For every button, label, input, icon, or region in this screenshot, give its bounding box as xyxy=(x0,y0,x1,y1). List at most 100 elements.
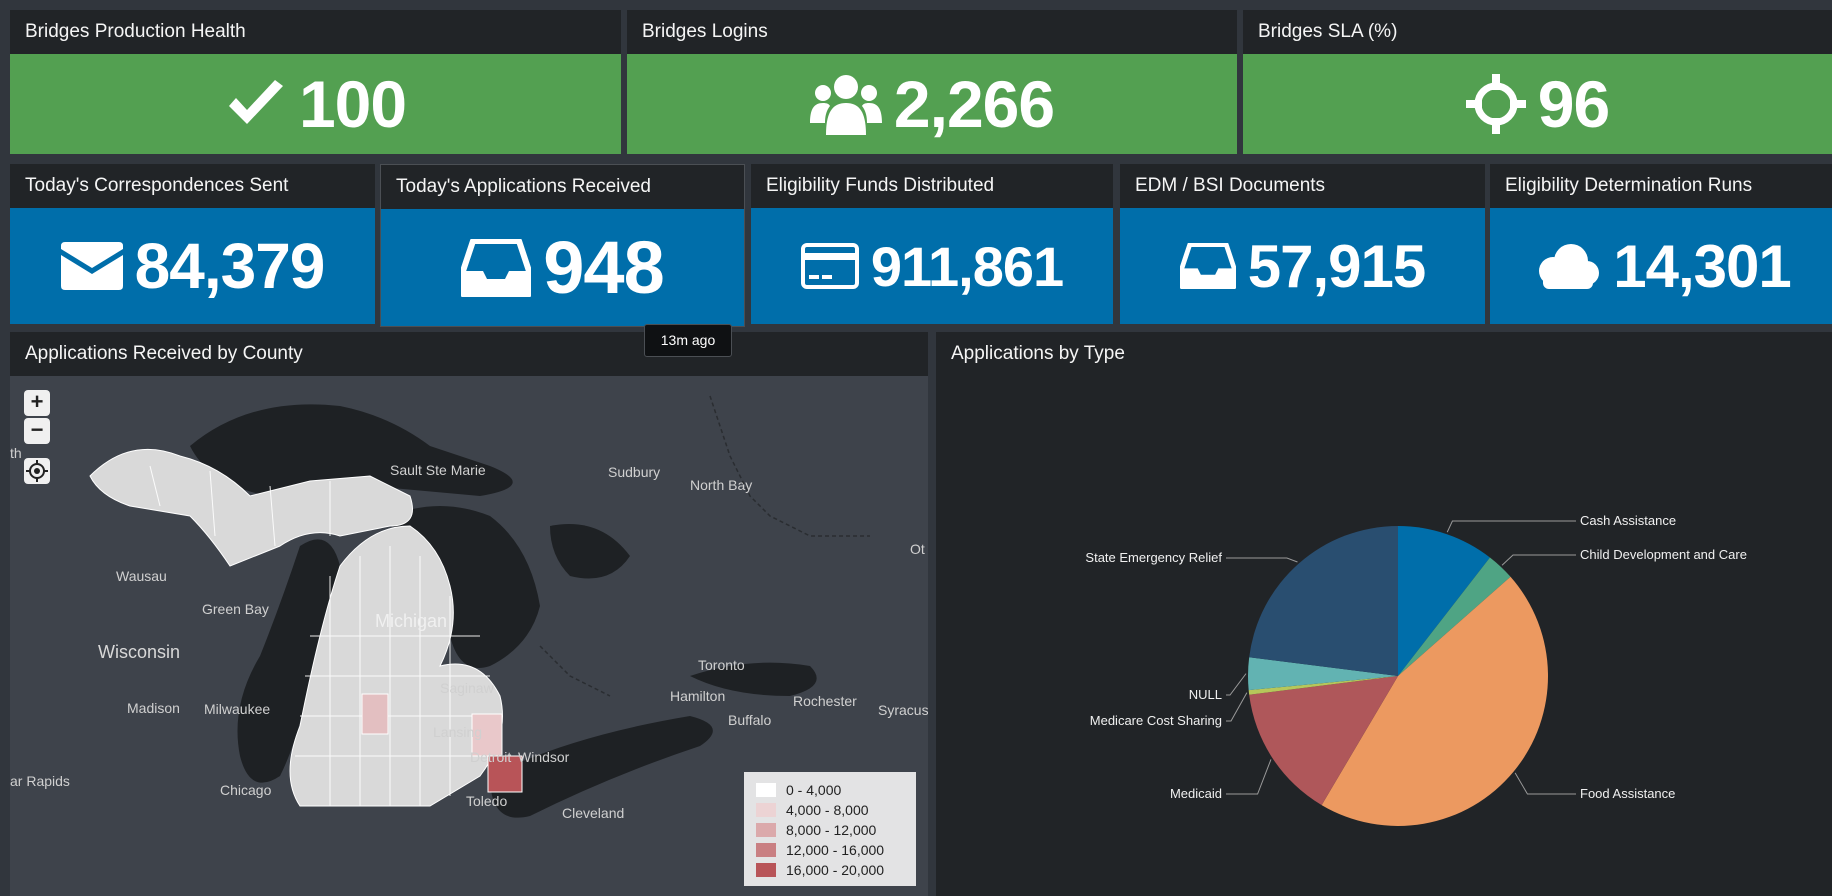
pie-chart[interactable]: Cash Assistance Child Development and Car… xyxy=(936,376,1832,896)
legend-label: 4,000 - 8,000 xyxy=(786,802,869,818)
map-label: Chicago xyxy=(220,782,272,798)
map-label: Michigan xyxy=(375,611,447,631)
single-value[interactable]: 96 xyxy=(1243,54,1832,154)
map-canvas[interactable]: Sault Ste Marie Sudbury North Bay Wausau… xyxy=(10,376,928,896)
panel-title: Bridges SLA (%) xyxy=(1258,21,1398,42)
map-label: Syracus xyxy=(878,702,928,718)
map-label: Buffalo xyxy=(728,712,772,728)
value-text: 2,266 xyxy=(893,67,1055,141)
value-text: 911,861 xyxy=(870,234,1064,298)
map-label: Wausau xyxy=(116,568,167,584)
pie-slice[interactable] xyxy=(1248,676,1398,695)
panel-bridges-logins: Bridges Logins 2,266 xyxy=(627,10,1237,154)
value-text: 96 xyxy=(1537,67,1610,141)
single-value[interactable]: 100 xyxy=(10,54,621,154)
map-label: Detroit xyxy=(470,749,511,765)
map-label: Wisconsin xyxy=(98,642,180,662)
pie-slice[interactable] xyxy=(1398,557,1511,676)
map-label: Rochester xyxy=(793,693,857,709)
legend-swatch xyxy=(756,783,776,797)
single-value[interactable]: 911,861 xyxy=(751,208,1113,324)
legend-item: 8,000 - 12,000 xyxy=(756,820,904,840)
pie-label: NULL xyxy=(1189,687,1222,702)
crosshairs-icon xyxy=(1465,74,1526,134)
map-label: Toronto xyxy=(698,657,745,673)
pie-slice[interactable] xyxy=(1321,576,1548,827)
pie-leader-line xyxy=(1226,673,1247,696)
tooltip: 13m ago xyxy=(644,324,732,357)
pie-label: Medicare Cost Sharing xyxy=(1090,713,1222,728)
pie-leader-line xyxy=(1226,557,1298,563)
pie-leader-line xyxy=(1501,554,1576,566)
panel-production-health: Bridges Production Health 100 xyxy=(10,10,621,154)
pie-label: Cash Assistance xyxy=(1580,513,1676,528)
legend-swatch xyxy=(756,803,776,817)
panel-title: Applications Received by County xyxy=(25,343,303,364)
map-label: th xyxy=(10,445,22,461)
map-label: Madison xyxy=(127,700,180,716)
map-label: Green Bay xyxy=(202,601,269,617)
legend-label: 16,000 - 20,000 xyxy=(786,862,885,878)
map-label: Windsor xyxy=(518,749,570,765)
pie-leader-line xyxy=(1226,759,1272,795)
single-value[interactable]: 84,379 xyxy=(10,208,375,324)
legend-item: 16,000 - 20,000 xyxy=(756,860,904,880)
value-text: 948 xyxy=(543,226,664,309)
legend-item: 12,000 - 16,000 xyxy=(756,840,904,860)
single-value[interactable]: 57,915 xyxy=(1120,208,1485,324)
panel-title: Eligibility Determination Runs xyxy=(1505,175,1753,196)
map-label: ar Rapids xyxy=(10,773,70,789)
pie-slice[interactable] xyxy=(1248,657,1398,691)
panel-bridges-sla: Bridges SLA (%) 96 xyxy=(1243,10,1832,154)
pie-leader-line xyxy=(1446,520,1576,533)
legend-item: 0 - 4,000 xyxy=(756,780,904,800)
panel-title: EDM / BSI Documents xyxy=(1135,175,1326,196)
value-text: 57,915 xyxy=(1247,232,1427,300)
credit-card-icon xyxy=(800,243,859,289)
legend-label: 0 - 4,000 xyxy=(786,782,842,798)
legend-label: 12,000 - 16,000 xyxy=(786,842,885,858)
pie-slice[interactable] xyxy=(1249,676,1398,806)
value-text: 84,379 xyxy=(134,230,326,302)
locate-button[interactable] xyxy=(24,458,50,484)
map-label: Cleveland xyxy=(562,805,624,821)
single-value[interactable]: 14,301 xyxy=(1490,208,1832,324)
cloud-icon xyxy=(1531,243,1601,289)
inbox-icon xyxy=(461,238,532,297)
panel-edm-bsi-documents: EDM / BSI Documents 57,915 xyxy=(1120,164,1485,324)
panel-title: Today's Applications Received xyxy=(396,176,651,197)
value-text: 100 xyxy=(298,67,407,141)
panel-funds-distributed: Eligibility Funds Distributed 911,861 xyxy=(751,164,1113,324)
legend-swatch xyxy=(756,843,776,857)
panel-title: Eligibility Funds Distributed xyxy=(766,175,995,196)
pie-slice[interactable] xyxy=(1398,526,1490,676)
map-label: Hamilton xyxy=(670,688,725,704)
pie-label: State Emergency Relief xyxy=(1085,550,1222,565)
map-label: Saginaw xyxy=(440,680,495,696)
panel-title: Applications by Type xyxy=(951,343,1125,364)
single-value[interactable]: 2,266 xyxy=(627,54,1237,154)
panel-title: Today's Correspondences Sent xyxy=(25,175,289,196)
value-text: 14,301 xyxy=(1613,232,1792,300)
pie-slice[interactable] xyxy=(1249,526,1398,676)
legend-swatch xyxy=(756,823,776,837)
map-label: Milwaukee xyxy=(204,701,270,717)
panel-determination-runs: Eligibility Determination Runs 14,301 xyxy=(1490,164,1832,324)
map-label: Lansing xyxy=(433,724,482,740)
zoom-in-button[interactable]: + xyxy=(24,390,50,416)
single-value[interactable]: 948 xyxy=(381,209,744,326)
map-label: Sudbury xyxy=(608,464,660,480)
legend-swatch xyxy=(756,863,776,877)
panel-applications-by-type: Applications by Type Cash Assistance Chil… xyxy=(936,332,1832,896)
map-label: Toledo xyxy=(466,793,507,809)
pie-leader-line xyxy=(1226,692,1248,722)
inbox-icon xyxy=(1179,243,1236,289)
pie-label: Medicaid xyxy=(1170,786,1222,801)
zoom-out-button[interactable]: − xyxy=(24,418,50,444)
legend-item: 4,000 - 8,000 xyxy=(756,800,904,820)
envelope-icon xyxy=(60,242,123,290)
map-legend: 0 - 4,000 4,000 - 8,000 8,000 - 12,000 1… xyxy=(744,772,916,886)
target-icon xyxy=(26,460,48,482)
pie-label: Child Development and Care xyxy=(1580,547,1747,562)
pie-leader-line xyxy=(1514,772,1576,795)
